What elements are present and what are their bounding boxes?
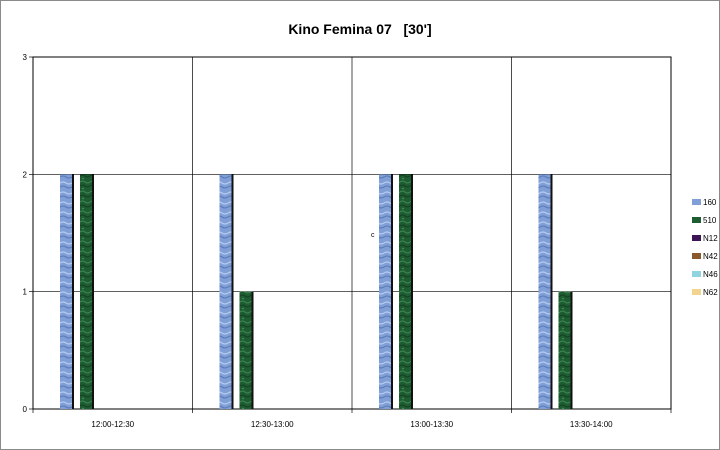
- stray-glyph: c: [371, 232, 375, 239]
- legend-item: N12: [692, 229, 718, 247]
- legend-swatch: [692, 271, 701, 277]
- chart-legend: 160 510 N12 N42 N46 N62: [692, 193, 718, 301]
- legend-item: 510: [692, 211, 718, 229]
- legend-swatch: [692, 199, 701, 205]
- bar-160-12:00-12:30: [60, 174, 72, 409]
- legend-item: N42: [692, 247, 718, 265]
- chart-title: Kino Femina 07 [30']: [288, 21, 432, 37]
- y-tick-label: 1: [23, 288, 28, 297]
- legend-label: 160: [703, 197, 717, 207]
- bar-510-12:00-12:30: [80, 174, 92, 409]
- legend-swatch: [692, 235, 701, 241]
- bar-160-13:00-13:30: [379, 174, 391, 409]
- y-tick-label: 3: [23, 53, 28, 62]
- legend-label: N62: [703, 287, 718, 297]
- y-tick-label: 2: [23, 170, 28, 179]
- legend-swatch: [692, 217, 701, 223]
- legend-item: N46: [692, 265, 718, 283]
- legend-item: 160: [692, 193, 718, 211]
- bar-510-13:00-13:30: [399, 174, 411, 409]
- legend-swatch: [692, 289, 701, 295]
- legend-label: N12: [703, 233, 718, 243]
- bar-160-13:30-14:00: [538, 174, 551, 409]
- x-tick-label: 12:30-13:00: [251, 420, 294, 429]
- legend-label: 510: [703, 215, 717, 225]
- bar-510-13:30-14:00: [558, 291, 571, 409]
- bar-160-12:30-13:00: [219, 174, 232, 409]
- legend-label: N42: [703, 251, 718, 261]
- x-tick-label: 12:00-12:30: [91, 420, 134, 429]
- legend-label: N46: [703, 269, 718, 279]
- x-tick-label: 13:00-13:30: [410, 420, 453, 429]
- x-tick-label: 13:30-14:00: [570, 420, 613, 429]
- legend-item: N62: [692, 283, 718, 301]
- legend-swatch: [692, 253, 701, 259]
- bar-510-12:30-13:00: [239, 291, 252, 409]
- y-tick-label: 0: [23, 405, 28, 414]
